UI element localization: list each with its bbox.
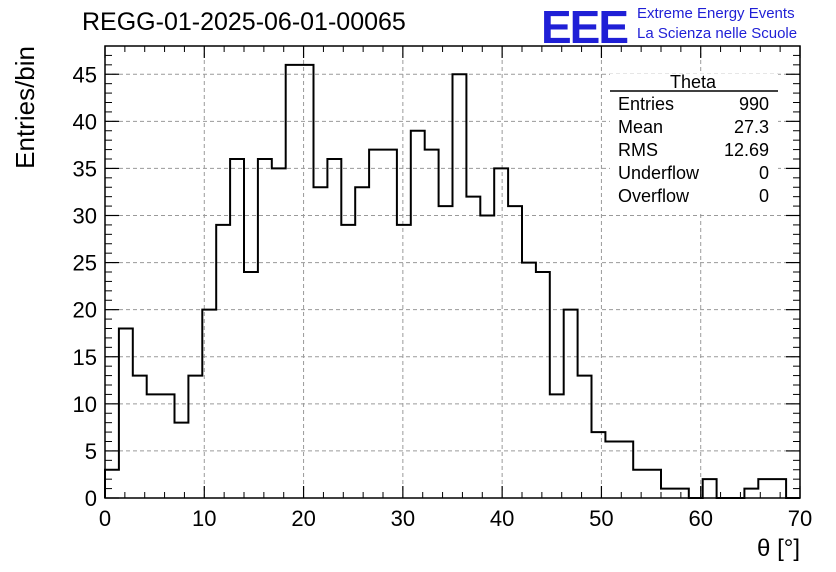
y-tick-label: 25 <box>73 251 97 276</box>
x-tick-label: 10 <box>192 506 216 531</box>
x-tick-label: 60 <box>688 506 712 531</box>
stats-row-label: Underflow <box>618 163 700 183</box>
org-name-line2: La Scienza nelle Scuole <box>637 25 798 42</box>
grid-lines <box>105 46 800 498</box>
y-tick-label: 5 <box>85 439 97 464</box>
x-tick-label: 20 <box>291 506 315 531</box>
x-tick-label: 70 <box>788 506 812 531</box>
y-tick-label: 15 <box>73 345 97 370</box>
y-tick-label: 30 <box>73 204 97 229</box>
axis-ticks <box>104 45 801 499</box>
y-tick-labels: 0 5 10 15 20 25 30 35 40 45 <box>73 62 97 511</box>
x-tick-labels: 0 10 20 30 40 50 60 70 <box>99 506 812 531</box>
stats-row-value: 0 <box>759 186 769 206</box>
stats-row-label: Entries <box>618 94 674 114</box>
org-name-line1: Extreme Energy Events <box>637 5 795 22</box>
stats-row-label: Overflow <box>618 186 690 206</box>
y-tick-label: 10 <box>73 392 97 417</box>
stats-box-bg <box>610 74 778 214</box>
stats-title: Theta <box>670 72 717 92</box>
y-tick-label: 0 <box>85 486 97 511</box>
run-title: REGG-01-2025-06-01-00065 <box>82 8 406 36</box>
x-axis-label: θ [°] <box>757 535 800 562</box>
y-tick-label: 20 <box>73 298 97 323</box>
x-tick-label: 40 <box>490 506 514 531</box>
stats-row-value: 12.69 <box>724 140 769 160</box>
histogram-outline <box>104 63 800 499</box>
x-tick-label: 0 <box>99 506 111 531</box>
stats-row-label: RMS <box>618 140 658 160</box>
stats-box: Theta Entries 990 Mean 27.3 RMS 12.69 Underflo… <box>610 72 778 214</box>
x-tick-label: 50 <box>589 506 613 531</box>
x-tick-label: 30 <box>391 506 415 531</box>
y-axis-label: Entries/bin <box>10 46 40 169</box>
eee-logo: EEE <box>541 1 629 53</box>
stats-row-value: 0 <box>759 163 769 183</box>
y-tick-label: 35 <box>73 156 97 181</box>
y-tick-label: 45 <box>73 62 97 87</box>
stats-row-value: 27.3 <box>734 117 769 137</box>
y-tick-label: 40 <box>73 109 97 134</box>
stats-row-label: Mean <box>618 117 663 137</box>
stats-row-value: 990 <box>739 94 769 114</box>
